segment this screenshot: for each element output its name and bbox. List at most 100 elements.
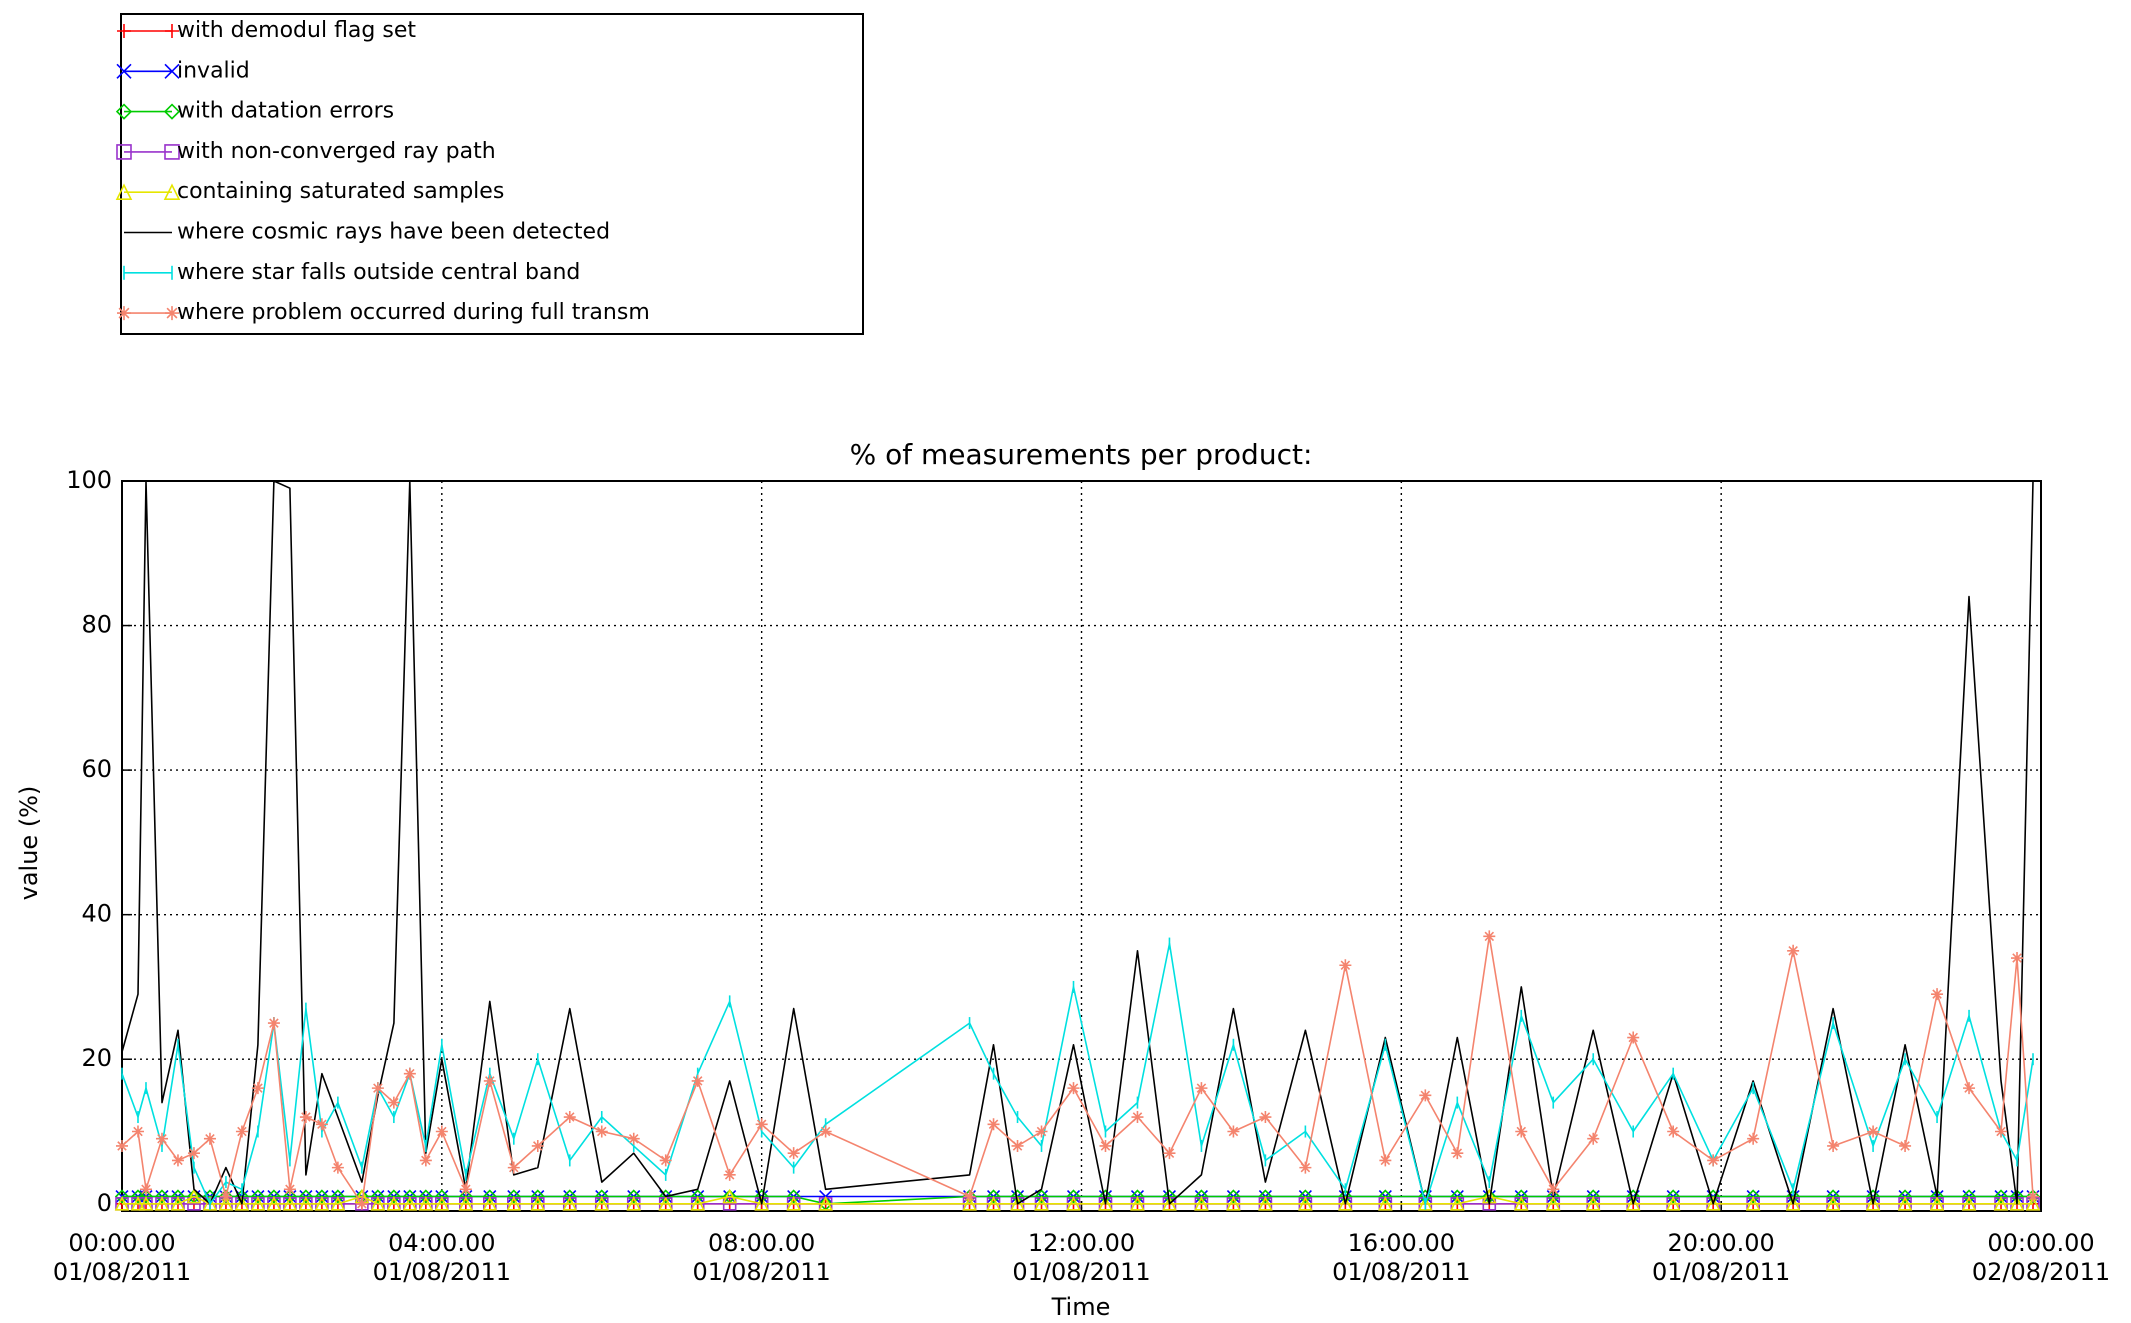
series-marker <box>1378 1195 1393 1211</box>
series-marker <box>1627 1031 1640 1044</box>
series-marker <box>282 1189 298 1204</box>
series-marker <box>754 1195 769 1211</box>
series-marker <box>786 1195 801 1211</box>
series-marker <box>1450 1189 1465 1204</box>
series-marker <box>530 1189 545 1204</box>
series-marker <box>298 1195 314 1211</box>
series-marker <box>1865 1195 1881 1211</box>
series-marker <box>250 1195 266 1211</box>
series-marker <box>1665 1195 1681 1211</box>
series-marker <box>266 1189 282 1204</box>
legend-marker <box>115 103 133 120</box>
series-marker <box>1897 1195 1913 1211</box>
series-marker <box>250 1189 266 1204</box>
x-tick-label: 16:00.00 <box>1348 1229 1455 1257</box>
series-marker <box>1993 1189 2009 1204</box>
y-tick-label: 60 <box>81 755 112 783</box>
x-tick-label: 00:00.00 <box>68 1229 175 1257</box>
series-marker <box>1011 1139 1024 1152</box>
x-tick-label: 01/08/2011 <box>373 1258 511 1286</box>
series-marker <box>1226 1195 1241 1211</box>
series-marker <box>1379 1154 1392 1167</box>
series-marker <box>1034 1195 1049 1211</box>
series-marker <box>530 1195 546 1211</box>
series-marker <box>314 1189 330 1204</box>
y-tick-label: 0 <box>97 1189 112 1217</box>
series-marker <box>562 1195 578 1211</box>
series-marker <box>1963 1082 1976 1095</box>
series-marker <box>1746 1189 1761 1204</box>
plot-area: 02040608010000:00.0001/08/201104:00.0001… <box>53 466 2110 1286</box>
legend-label: with non-converged ray path <box>177 139 496 164</box>
series-marker <box>690 1189 705 1204</box>
series-marker <box>755 1118 768 1131</box>
series-marker <box>370 1195 386 1211</box>
series-marker <box>506 1189 521 1204</box>
series-marker <box>130 1195 146 1211</box>
series-marker <box>1098 1195 1113 1211</box>
legend-marker <box>163 183 181 200</box>
series-marker <box>531 1139 544 1152</box>
series-marker <box>138 1189 154 1204</box>
series-marker <box>2027 1190 2039 1203</box>
series-marker <box>170 1189 186 1204</box>
series-marker <box>1546 1189 1561 1204</box>
series-marker <box>1226 1189 1241 1204</box>
series-marker <box>386 1189 401 1204</box>
y-tick-label: 20 <box>81 1044 112 1072</box>
legend-marker <box>115 183 133 200</box>
series-marker <box>1259 1111 1272 1124</box>
series-marker <box>203 1132 216 1145</box>
x-tick-label: 12:00.00 <box>1028 1229 1135 1257</box>
series-marker <box>562 1189 577 1204</box>
series-marker <box>187 1147 200 1160</box>
series-marker <box>330 1189 346 1204</box>
series-marker <box>1929 1195 1945 1211</box>
series-marker <box>458 1189 473 1204</box>
series-marker <box>154 1189 170 1204</box>
x-tick-label: 04:00.00 <box>388 1229 495 1257</box>
series-marker <box>626 1189 641 1204</box>
series-marker <box>330 1195 346 1211</box>
series-marker <box>1298 1189 1313 1204</box>
series-marker <box>1339 959 1352 972</box>
legend: with demodul flag set invalid with datatio… <box>115 18 650 325</box>
series-marker <box>186 1188 202 1204</box>
series-marker <box>626 1195 642 1211</box>
series-marker <box>2011 952 2024 965</box>
series-marker <box>403 1067 416 1080</box>
series-marker <box>818 1195 833 1211</box>
series-marker <box>690 1195 705 1211</box>
y-axis-label: value (%) <box>15 786 43 901</box>
series-marker <box>691 1074 704 1087</box>
series-marker <box>1667 1125 1680 1138</box>
series-marker <box>1514 1189 1529 1204</box>
series-marker <box>627 1132 640 1145</box>
series-marker <box>459 1183 472 1196</box>
series-marker <box>595 1125 608 1138</box>
series-marker <box>1515 1125 1528 1138</box>
legend-label: with datation errors <box>177 99 394 124</box>
series-marker <box>1929 1189 1945 1204</box>
series-marker <box>131 1125 144 1138</box>
series-marker <box>659 1154 672 1167</box>
series-marker <box>370 1189 385 1204</box>
series-marker <box>1130 1189 1145 1204</box>
series-marker <box>1787 944 1800 957</box>
x-tick-label: 00:00.00 <box>1987 1229 2094 1257</box>
x-tick-label: 01/08/2011 <box>53 1258 191 1286</box>
series-marker <box>1707 1154 1720 1167</box>
series-marker <box>1227 1125 1240 1138</box>
series-marker <box>1931 988 1944 1001</box>
legend-marker <box>117 24 131 38</box>
series-marker <box>282 1195 298 1211</box>
x-tick-label: 02/08/2011 <box>1972 1258 2110 1286</box>
series-marker <box>482 1195 498 1211</box>
series-marker <box>1035 1125 1048 1138</box>
series-marker <box>594 1189 609 1204</box>
series-marker <box>1162 1195 1177 1211</box>
series-marker <box>1451 1147 1464 1160</box>
plot-frame <box>121 480 2042 1212</box>
series-marker <box>2025 1195 2041 1211</box>
